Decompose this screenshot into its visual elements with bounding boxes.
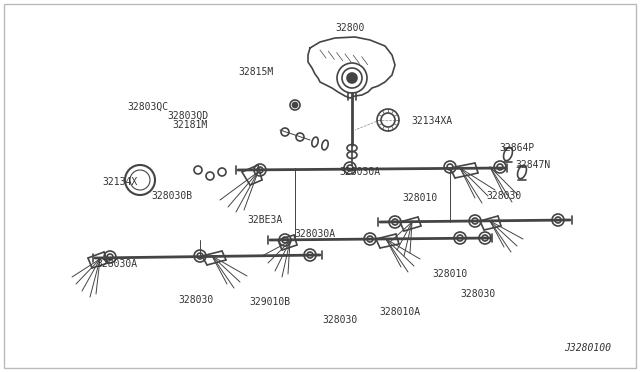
Text: 32800: 32800: [335, 23, 365, 33]
Text: 32864P: 32864P: [499, 143, 534, 153]
Circle shape: [292, 103, 298, 108]
Text: 328010A: 328010A: [380, 307, 420, 317]
Text: 328030: 328030: [486, 191, 522, 201]
Text: 328030A: 328030A: [97, 259, 138, 269]
Text: 329010B: 329010B: [250, 297, 291, 307]
Text: 32BE3A: 32BE3A: [248, 215, 283, 225]
Text: 328030: 328030: [460, 289, 495, 299]
Text: 32134XA: 32134XA: [412, 116, 452, 126]
Text: 32847N: 32847N: [515, 160, 550, 170]
Circle shape: [347, 73, 357, 83]
Text: 32181M: 32181M: [172, 120, 207, 130]
Text: 32803QC: 32803QC: [127, 102, 168, 112]
Text: 328030A: 328030A: [339, 167, 381, 177]
Text: 328030: 328030: [179, 295, 214, 305]
Text: 328010: 328010: [403, 193, 438, 203]
Text: 32803QD: 32803QD: [168, 111, 209, 121]
Text: 328010: 328010: [433, 269, 468, 279]
Text: 32815M: 32815M: [238, 67, 274, 77]
Text: 328030A: 328030A: [294, 229, 335, 239]
Text: 328030: 328030: [323, 315, 358, 325]
Text: 32134X: 32134X: [102, 177, 138, 187]
Text: 328030B: 328030B: [152, 191, 193, 201]
Text: J3280100: J3280100: [564, 343, 611, 353]
